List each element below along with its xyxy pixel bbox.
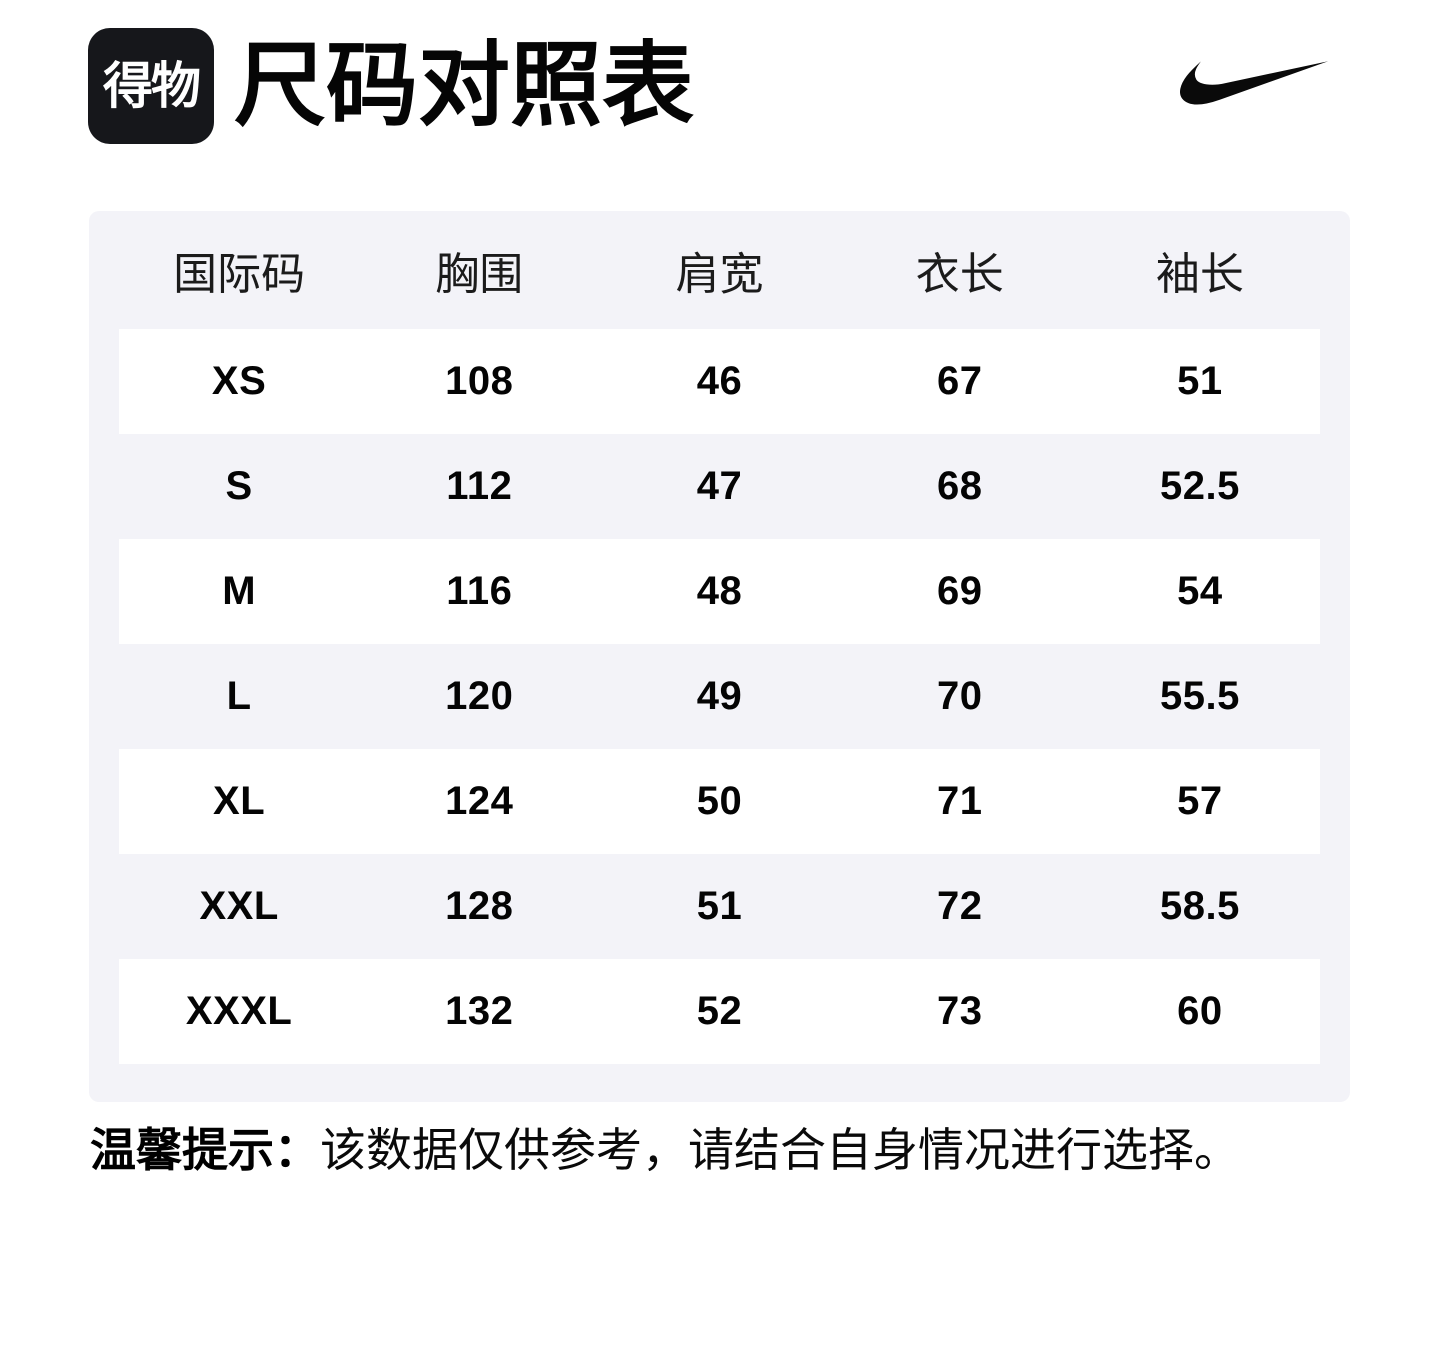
- value-cell: 49: [696, 674, 743, 718]
- value-cell: 50: [696, 779, 743, 823]
- size-cell: S: [225, 464, 253, 508]
- table-row-l: L 120 49 70 55.5: [119, 644, 1320, 749]
- disclaimer-label: 温馨提示：: [90, 1124, 320, 1176]
- value-cell: 73: [936, 989, 983, 1033]
- page-title: 尺码对照表: [234, 35, 695, 137]
- column-header-sleeve: 袖长: [1155, 250, 1244, 299]
- size-cell: L: [226, 674, 252, 718]
- value-cell: 47: [696, 464, 743, 508]
- size-table: 国际码 胸围 肩宽 衣长 袖长 XS 108 46 67 51 S 112 47…: [89, 211, 1350, 1102]
- value-cell: 55.5: [1159, 674, 1240, 718]
- value-cell: 128: [445, 884, 514, 928]
- size-cell: M: [222, 569, 257, 613]
- value-cell: 71: [936, 779, 983, 823]
- value-cell: 57: [1177, 779, 1223, 823]
- value-cell: 132: [445, 989, 514, 1033]
- size-cell: XXXL: [185, 989, 293, 1033]
- value-cell: 46: [696, 359, 743, 403]
- size-cell: XL: [213, 779, 266, 823]
- value-cell: 116: [446, 569, 513, 613]
- column-header-size: 国际码: [173, 250, 306, 299]
- value-cell: 54: [1177, 569, 1223, 613]
- size-cell: XS: [211, 359, 267, 403]
- size-cell: XXL: [199, 884, 279, 928]
- value-cell: 69: [936, 569, 983, 613]
- column-header-length: 衣长: [915, 250, 1004, 299]
- value-cell: 120: [445, 674, 514, 718]
- disclaimer-note: 温馨提示：该数据仅供参考，请结合自身情况进行选择。: [90, 1124, 1350, 1177]
- table-row-xs: XS 108 46 67 51: [119, 329, 1320, 434]
- value-cell: 52.5: [1159, 464, 1240, 508]
- value-cell: 124: [445, 779, 514, 823]
- dewu-logo-text: 得物: [103, 58, 201, 114]
- value-cell: 67: [936, 359, 983, 403]
- value-cell: 60: [1177, 989, 1223, 1033]
- value-cell: 58.5: [1159, 884, 1240, 928]
- value-cell: 68: [936, 464, 983, 508]
- column-header-shoulder: 肩宽: [675, 250, 764, 299]
- column-header-chest: 胸围: [435, 250, 524, 299]
- table-row-xl: XL 124 50 71 57: [119, 749, 1320, 854]
- table-row-xxxl: XXXL 132 52 73 60: [119, 959, 1320, 1064]
- value-cell: 108: [445, 359, 514, 403]
- header: 得物 尺码对照表: [88, 28, 1330, 144]
- value-cell: 72: [936, 884, 983, 928]
- table-header-row: 国际码 胸围 肩宽 衣长 袖长: [119, 211, 1320, 329]
- value-cell: 112: [446, 464, 513, 508]
- nike-swoosh-icon: [1180, 61, 1329, 105]
- disclaimer-text: 该数据仅供参考，请结合自身情况进行选择。: [320, 1124, 1240, 1176]
- value-cell: 51: [696, 884, 743, 928]
- value-cell: 70: [936, 674, 983, 718]
- size-chart-page: 得物 尺码对照表 国际码 胸围 肩宽 衣长 袖长 XS 108 46 67 51…: [0, 28, 1440, 1348]
- value-cell: 52: [696, 989, 743, 1033]
- value-cell: 48: [696, 569, 743, 613]
- table-row-s: S 112 47 68 52.5: [119, 434, 1320, 539]
- dewu-logo: 得物: [88, 28, 214, 144]
- table-row-m: M 116 48 69 54: [119, 539, 1320, 644]
- table-body: XS 108 46 67 51 S 112 47 68 52.5 M 116 4…: [89, 329, 1350, 1064]
- value-cell: 51: [1177, 359, 1223, 403]
- table-row-xxl: XXL 128 51 72 58.5: [119, 854, 1320, 959]
